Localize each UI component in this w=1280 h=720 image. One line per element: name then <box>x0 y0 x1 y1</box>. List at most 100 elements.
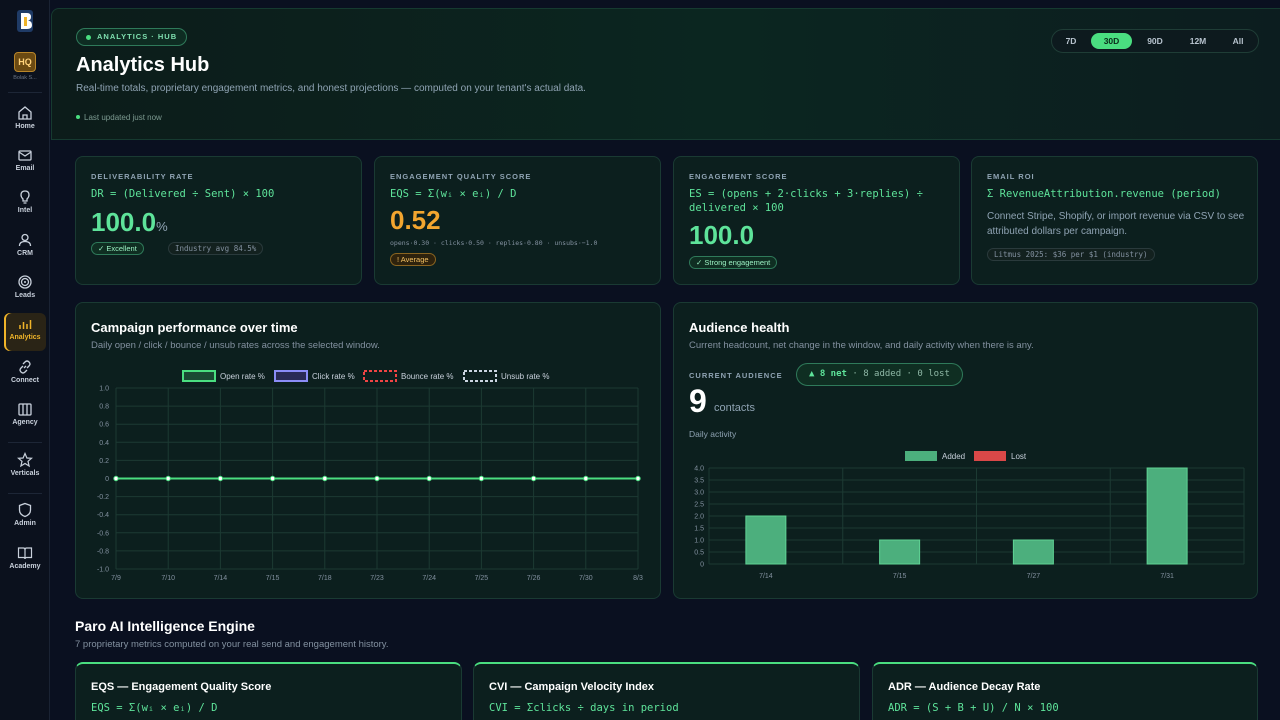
bar-chart-icon <box>19 320 32 329</box>
bar-added <box>1146 467 1188 565</box>
y-tick-label: 3.0 <box>694 490 704 497</box>
kpi-unit: % <box>156 219 168 234</box>
bar-added <box>745 515 787 565</box>
sidebar-item-leads[interactable]: Leads <box>4 271 46 309</box>
page-title: Analytics Hub <box>76 54 210 76</box>
data-point <box>426 475 432 482</box>
sidebar-item-analytics[interactable]: Analytics <box>4 313 46 351</box>
sidebar-item-home[interactable]: Home <box>4 102 46 140</box>
y-tick-label: 0 <box>105 476 109 483</box>
section-subtitle: Daily open / click / bounce / unsub rate… <box>91 340 380 351</box>
sidebar-item-crm[interactable]: CRM <box>4 229 46 267</box>
campaign-performance-card: Campaign performance over time Daily ope… <box>75 302 661 599</box>
sidebar-item-verticals[interactable]: Verticals <box>4 449 46 487</box>
section-badge: ANALYTICS · HUB <box>76 28 188 46</box>
range-90d[interactable]: 90D <box>1147 36 1163 46</box>
target-icon <box>18 275 32 289</box>
audience-unit: contacts <box>714 402 755 414</box>
lightbulb-icon <box>20 190 30 204</box>
sidebar: HQ Bolak S... Home Email Intel CRM Leads… <box>0 0 50 720</box>
metric-formula: CVI = Σclicks ÷ days in period <box>489 702 679 714</box>
kpi-label: DELIVERABILITY RATE <box>91 172 194 181</box>
metric-title: ADR — Audience Decay Rate <box>888 681 1041 693</box>
mail-icon <box>18 150 32 161</box>
range-12m[interactable]: 12M <box>1189 36 1207 46</box>
current-audience-label: CURRENT AUDIENCE <box>689 371 783 380</box>
app-logo[interactable] <box>13 8 37 34</box>
y-tick-label: -0.8 <box>97 548 109 555</box>
legend-label: Unsub rate % <box>501 372 549 381</box>
legend-swatch <box>974 451 1006 461</box>
kpi-card-deliverability: DELIVERABILITY RATE DR = (Delivered ÷ Se… <box>75 156 362 285</box>
kpi-label: EMAIL ROI <box>987 172 1035 181</box>
sidebar-item-label: Agency <box>12 419 38 426</box>
metric-formula: EQS = Σ(wᵢ × eᵢ) / D <box>91 702 218 714</box>
data-point <box>635 475 641 482</box>
metric-formula: ADR = (S + B + U) / N × 100 <box>888 702 1059 714</box>
sidebar-item-label: Intel <box>17 207 33 214</box>
legend-label: Lost <box>1011 452 1027 461</box>
y-tick-label: 2.5 <box>694 502 704 509</box>
y-tick-label: -0.6 <box>97 530 109 537</box>
y-tick-label: 0.4 <box>99 440 109 447</box>
data-point <box>322 475 328 482</box>
x-tick-label: 7/23 <box>370 575 384 582</box>
x-tick-label: 7/15 <box>266 575 280 582</box>
data-point <box>269 475 276 482</box>
data-point <box>374 475 380 482</box>
workspace-name: Bolak S... <box>13 75 37 81</box>
sidebar-item-label: Email <box>15 165 35 172</box>
bar-added <box>1012 539 1054 565</box>
daily-activity-label: Daily activity <box>689 429 737 439</box>
y-tick-label: 0.6 <box>99 422 109 429</box>
range-30d[interactable]: 30D <box>1091 33 1132 49</box>
metric-card-eqs[interactable]: EQS — Engagement Quality Score EQS = Σ(w… <box>75 662 462 720</box>
y-tick-label: 2.0 <box>694 514 704 521</box>
sidebar-item-connect[interactable]: Connect <box>4 356 46 394</box>
y-tick-label: -1.0 <box>97 567 109 574</box>
sidebar-divider <box>8 442 42 443</box>
range-7d[interactable]: 7D <box>1065 36 1077 46</box>
x-tick-label: 7/15 <box>893 573 907 580</box>
audience-count: 9 <box>689 383 707 419</box>
sidebar-item-academy[interactable]: Academy <box>4 542 46 580</box>
sidebar-item-intel[interactable]: Intel <box>4 186 46 224</box>
sidebar-item-label: Academy <box>9 563 41 570</box>
data-point <box>530 475 537 482</box>
kpi-formula: EQS = Σ(wᵢ × eᵢ) / D <box>390 188 517 200</box>
sidebar-divider <box>8 92 42 93</box>
sidebar-item-label: Verticals <box>10 470 40 477</box>
metric-title: CVI — Campaign Velocity Index <box>489 681 655 693</box>
x-tick-label: 7/31 <box>1160 573 1174 580</box>
range-all[interactable]: All <box>1232 36 1244 46</box>
data-point <box>165 475 171 482</box>
workspace-badge[interactable]: HQ <box>14 52 36 72</box>
benchmark-badge: Industry avg 84.5% <box>168 242 264 255</box>
sidebar-item-admin[interactable]: Admin <box>4 499 46 537</box>
sidebar-item-label: Home <box>15 123 35 130</box>
sidebar-item-label: Connect <box>11 377 39 384</box>
person-icon <box>18 233 32 247</box>
sidebar-item-email[interactable]: Email <box>4 144 46 182</box>
date-range-selector: 7D 30D 90D 12M All <box>1051 29 1259 53</box>
y-tick-label: 1.5 <box>694 526 704 533</box>
logo-icon <box>17 10 33 32</box>
metric-title: EQS — Engagement Quality Score <box>91 681 272 693</box>
y-tick-label: 0 <box>700 562 704 569</box>
x-tick-label: 7/14 <box>214 575 228 582</box>
engine-title: Paro AI Intelligence Engine <box>75 618 255 634</box>
status-badge: ! Average <box>390 253 436 266</box>
sidebar-item-agency[interactable]: Agency <box>4 398 46 436</box>
legend-label: Bounce rate % <box>401 372 453 381</box>
kpi-value: 100.0% <box>91 207 168 237</box>
kpi-label: ENGAGEMENT QUALITY SCORE <box>390 172 532 181</box>
home-icon <box>18 106 32 120</box>
y-tick-label: -0.4 <box>97 512 109 519</box>
metric-card-adr[interactable]: ADR — Audience Decay Rate ADR = (S + B +… <box>872 662 1258 720</box>
metric-card-cvi[interactable]: CVI — Campaign Velocity Index CVI = Σcli… <box>473 662 860 720</box>
y-tick-label: 1.0 <box>694 538 704 545</box>
benchmark-badge: Litmus 2025: $36 per $1 (industry) <box>987 248 1155 261</box>
x-tick-label: 7/25 <box>475 575 489 582</box>
data-point <box>113 475 119 482</box>
kpi-card-engagement: ENGAGEMENT SCORE ES = (opens + 2·clicks … <box>673 156 960 285</box>
